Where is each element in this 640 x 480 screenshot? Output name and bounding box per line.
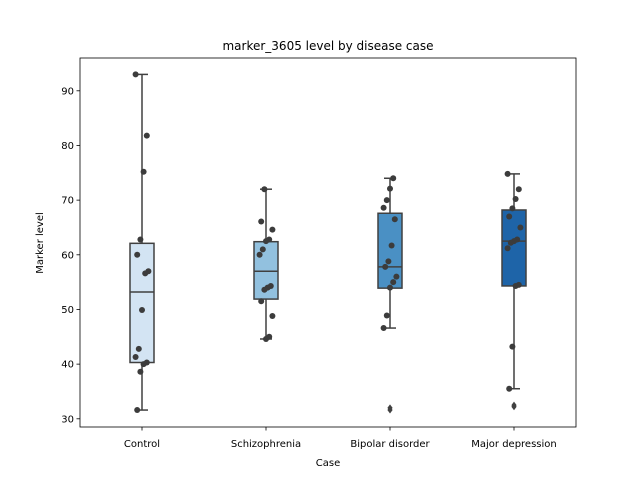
box-body	[129, 242, 155, 364]
data-point	[507, 239, 514, 246]
box-group	[129, 71, 155, 414]
data-point	[259, 246, 266, 253]
y-axis-label: Marker level	[35, 212, 46, 274]
data-point	[515, 186, 522, 193]
data-point	[258, 298, 265, 305]
data-point	[134, 407, 141, 414]
data-point	[135, 345, 142, 352]
data-point	[512, 196, 519, 203]
data-point	[134, 251, 141, 258]
y-tick-label: 40	[61, 360, 74, 371]
data-point	[387, 185, 393, 192]
data-point	[504, 245, 511, 252]
chart-title: marker_3605 level by disease case	[222, 39, 433, 53]
outlier-marker	[387, 404, 393, 412]
x-tick-label: Bipolar disorder	[350, 439, 430, 450]
data-point	[388, 242, 395, 249]
data-point	[263, 238, 269, 245]
data-point	[509, 343, 516, 350]
data-point	[137, 236, 144, 243]
data-point	[132, 354, 139, 361]
data-point	[261, 186, 268, 193]
outlier-marker	[511, 401, 517, 409]
data-point	[380, 204, 387, 211]
data-point	[380, 325, 387, 332]
data-point	[139, 307, 145, 314]
data-point	[517, 224, 524, 231]
y-tick-label: 80	[61, 141, 74, 152]
box-group	[253, 186, 279, 342]
data-point	[382, 263, 389, 270]
data-point	[269, 313, 276, 320]
data-point	[512, 282, 519, 289]
data-point	[383, 197, 390, 204]
data-point	[269, 226, 276, 233]
data-point	[387, 284, 393, 291]
plot-frame	[79, 57, 577, 428]
data-point	[504, 170, 511, 177]
x-tick-label: Schizophrenia	[231, 439, 301, 450]
data-point	[140, 361, 147, 368]
y-tick-label: 60	[61, 250, 74, 261]
data-point	[390, 175, 397, 182]
data-point	[261, 286, 268, 293]
data-point	[143, 132, 150, 139]
data-point	[509, 205, 516, 212]
data-point	[391, 216, 398, 223]
data-point	[393, 273, 400, 280]
x-tick-label: Major depression	[471, 439, 557, 450]
y-tick-label: 30	[61, 414, 74, 425]
y-tick-label: 50	[61, 305, 74, 316]
data-point	[258, 218, 265, 225]
x-tick-label: Control	[124, 439, 160, 450]
box-group	[501, 170, 527, 411]
data-point	[263, 335, 269, 342]
data-point	[383, 312, 390, 319]
data-point	[506, 385, 513, 392]
data-point	[132, 71, 139, 78]
data-point	[142, 270, 149, 277]
data-point	[140, 168, 147, 175]
data-point	[390, 279, 397, 286]
data-point	[385, 258, 392, 265]
x-axis-label: Case	[316, 458, 340, 469]
box-group	[377, 175, 403, 414]
data-point	[506, 213, 513, 220]
y-tick-label: 70	[61, 196, 74, 207]
data-point	[256, 251, 263, 258]
plot-area: 30 40 50 60 70 80 90 Control Schizophrenia Bipola…	[61, 57, 577, 450]
y-tick-label: 90	[61, 86, 74, 97]
data-point	[137, 368, 144, 375]
